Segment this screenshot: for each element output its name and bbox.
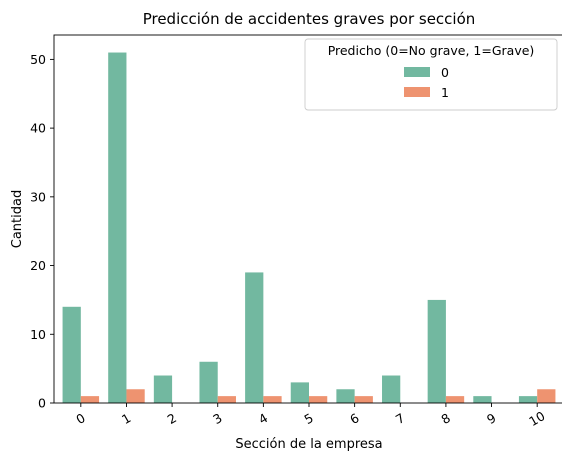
x-axis-label: Sección de la empresa: [235, 437, 382, 452]
bar-2-series-0: [153, 375, 173, 403]
x-tick-label: 2: [165, 410, 179, 427]
y-axis: 0 10 20 30 40 50: [30, 52, 54, 411]
bar-5-series-1: [309, 396, 328, 403]
chart-title: Predicción de accidentes graves por secc…: [143, 10, 476, 28]
bar-3-series-1: [217, 396, 236, 403]
legend-title: Predicho (0=No grave, 1=Grave): [328, 43, 535, 58]
legend-swatch-0: [404, 67, 430, 77]
y-tick-label: 50: [30, 52, 46, 67]
bar-7-series-0: [382, 375, 401, 403]
x-tick-label: 4: [256, 410, 270, 427]
x-tick-label: 6: [347, 410, 361, 427]
bar-3-series-0: [199, 361, 218, 403]
y-tick-label: 20: [30, 258, 46, 273]
legend-label-0: 0: [441, 65, 449, 80]
bar-1-series-1: [126, 389, 145, 403]
y-axis-label: Cantidad: [10, 190, 25, 248]
bar-8-series-0: [427, 299, 446, 403]
x-tick-label: 0: [73, 410, 87, 427]
x-tick-label: 8: [438, 410, 452, 427]
x-axis: 0 1 2 3 4 5 6 7 8 9 10: [73, 403, 548, 429]
x-tick-label: 3: [210, 410, 224, 427]
y-tick-label: 10: [30, 327, 46, 342]
x-tick-label: 1: [119, 410, 133, 427]
x-tick-label: 5: [302, 410, 316, 427]
legend: Predicho (0=No grave, 1=Grave) 0 1: [304, 38, 558, 111]
y-tick-label: 30: [30, 189, 46, 204]
bar-4-series-0: [245, 272, 264, 403]
bar-0-series-1: [80, 396, 100, 403]
legend-swatch-1: [404, 87, 430, 97]
bar-10-series-0: [518, 396, 538, 403]
bars-layer: [62, 52, 556, 404]
legend-box: [304, 38, 558, 111]
x-tick-label: 10: [526, 408, 547, 429]
bar-10-series-1: [537, 389, 556, 403]
bar-8-series-1: [445, 396, 465, 403]
bar-1-series-0: [108, 52, 127, 404]
bar-6-series-0: [336, 389, 355, 403]
bar-4-series-1: [263, 396, 282, 403]
bar-6-series-1: [354, 396, 373, 403]
legend-label-1: 1: [441, 85, 449, 100]
x-tick-label: 9: [484, 410, 498, 427]
bar-0-series-0: [62, 306, 81, 403]
bar-9-series-0: [473, 396, 492, 403]
x-tick-label: 7: [393, 410, 407, 427]
y-tick-label: 0: [38, 396, 46, 411]
bar-5-series-0: [290, 382, 309, 403]
y-tick-label: 40: [30, 121, 46, 136]
